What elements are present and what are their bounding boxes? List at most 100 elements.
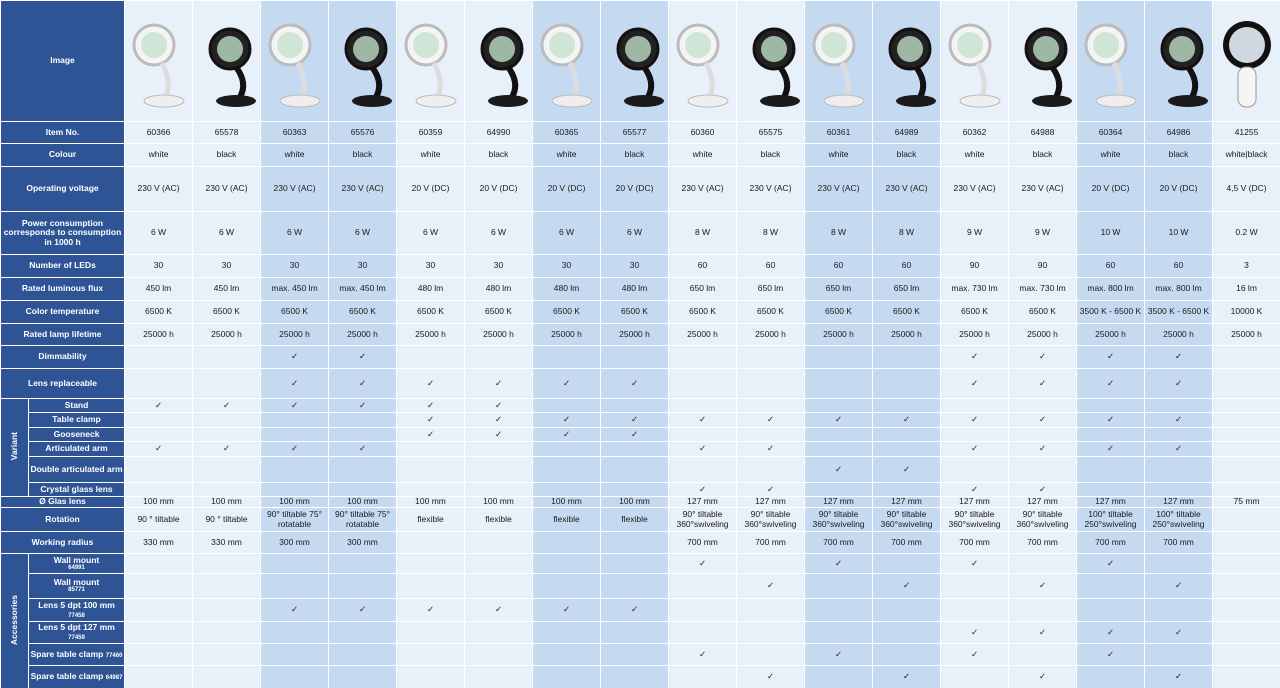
cell	[1144, 398, 1214, 413]
cell: 30	[260, 254, 330, 278]
cell: 6500 K	[192, 300, 262, 324]
cell: ✓	[1008, 573, 1078, 599]
cell	[736, 368, 806, 399]
cell	[1212, 507, 1280, 532]
cell	[1008, 643, 1078, 666]
cell: 6500 K	[804, 300, 874, 324]
row: Spare table clamp 77460 ✓ ✓ ✓ ✓	[1, 643, 1280, 666]
cell: ✓	[940, 643, 1010, 666]
cell	[804, 441, 874, 457]
cell	[1008, 598, 1078, 622]
product-image	[128, 11, 190, 111]
cell: 700 mm	[668, 531, 738, 554]
cell: 6500 K	[396, 300, 466, 324]
cell: 6500 K	[600, 300, 670, 324]
cell: ✓	[532, 427, 602, 442]
row-label: Stand	[27, 398, 126, 413]
cell: 90	[1008, 254, 1078, 278]
product-image	[1080, 11, 1142, 111]
cell: 700 mm	[1076, 531, 1146, 554]
cell: ✓	[260, 368, 330, 399]
row: Operating voltage 230 V (AC) 230 V (AC) 230…	[0, 166, 1280, 212]
cell: 20 V (DC)	[396, 166, 466, 212]
row-label: Working radius	[0, 531, 126, 554]
cell: 90° tiltable 360°swiveling	[940, 507, 1010, 532]
cell: 650 lm	[736, 277, 806, 301]
cell: 90° tiltable 360°swiveling	[736, 507, 806, 532]
cell	[1144, 427, 1214, 442]
cell: 650 lm	[668, 277, 738, 301]
label: Table clamp	[52, 414, 101, 425]
cell: flexible	[464, 507, 534, 532]
cell: 8 W	[872, 211, 942, 255]
cell	[940, 573, 1010, 599]
product-image	[264, 11, 326, 111]
cell: ✓	[1008, 368, 1078, 399]
cell: 100 mm	[124, 496, 194, 508]
cell: flexible	[600, 507, 670, 532]
cell	[804, 665, 874, 688]
product-image	[536, 11, 598, 111]
cell	[464, 553, 534, 574]
cell: 230 V (AC)	[940, 166, 1010, 212]
cell: 127 mm	[804, 496, 874, 508]
row: Color temperature 6500 K 6500 K 6500 K 6500 …	[0, 300, 1280, 324]
cell: ✓	[736, 482, 806, 497]
cell	[396, 553, 466, 574]
image-cell	[1076, 0, 1146, 122]
cell	[804, 398, 874, 413]
cell	[872, 441, 942, 457]
cell: max. 450 lm	[328, 277, 398, 301]
cell	[1212, 441, 1280, 457]
cell	[804, 482, 874, 497]
cell: 64989	[872, 121, 942, 144]
cell: 60364	[1076, 121, 1146, 144]
cell: 60	[668, 254, 738, 278]
row: Dimmability ✓ ✓ ✓ ✓ ✓ ✓	[0, 345, 1280, 369]
cell	[1076, 427, 1146, 442]
cell: 230 V (AC)	[260, 166, 330, 212]
cell	[192, 456, 262, 483]
cell: 20 V (DC)	[1076, 166, 1146, 212]
cell: white	[260, 143, 330, 167]
cell: 6 W	[124, 211, 194, 255]
cell	[192, 665, 262, 688]
cell: 64986	[1144, 121, 1214, 144]
cell: 450 lm	[124, 277, 194, 301]
cell: ✓	[872, 456, 942, 483]
label: Operating voltage	[26, 183, 99, 194]
cell: black	[872, 143, 942, 167]
cell	[1144, 482, 1214, 497]
row-label: Gooseneck	[27, 427, 126, 442]
row-label: Lens 5 dpt 127 mm 77459	[27, 621, 126, 644]
cell: 230 V (AC)	[804, 166, 874, 212]
cell	[736, 456, 806, 483]
cell: max. 800 lm	[1076, 277, 1146, 301]
cell	[260, 482, 330, 497]
row: Crystal glass lens ✓ ✓ ✓ ✓	[1, 482, 1280, 497]
cell: ✓	[940, 441, 1010, 457]
cell	[600, 553, 670, 574]
cell: 700 mm	[1144, 531, 1214, 554]
cell	[1212, 573, 1280, 599]
cell	[192, 345, 262, 369]
image-cell	[396, 0, 466, 122]
cell: 25000 h	[736, 323, 806, 346]
row-label: Lens 5 dpt 100 mm 77458	[27, 598, 126, 622]
cell	[328, 553, 398, 574]
cell: 20 V (DC)	[464, 166, 534, 212]
code: 64987	[105, 675, 123, 682]
cell	[1008, 456, 1078, 483]
cell: 6 W	[192, 211, 262, 255]
cell	[600, 531, 670, 554]
cell: 3500 K - 6500 K	[1076, 300, 1146, 324]
cell	[464, 482, 534, 497]
cell: ✓	[668, 412, 738, 428]
cell: 65575	[736, 121, 806, 144]
cell: 60360	[668, 121, 738, 144]
cell: ✓	[600, 412, 670, 428]
cell: ✓	[736, 441, 806, 457]
row: Double articulated arm ✓ ✓	[1, 456, 1280, 483]
cell	[940, 427, 1010, 442]
cell: 650 lm	[804, 277, 874, 301]
